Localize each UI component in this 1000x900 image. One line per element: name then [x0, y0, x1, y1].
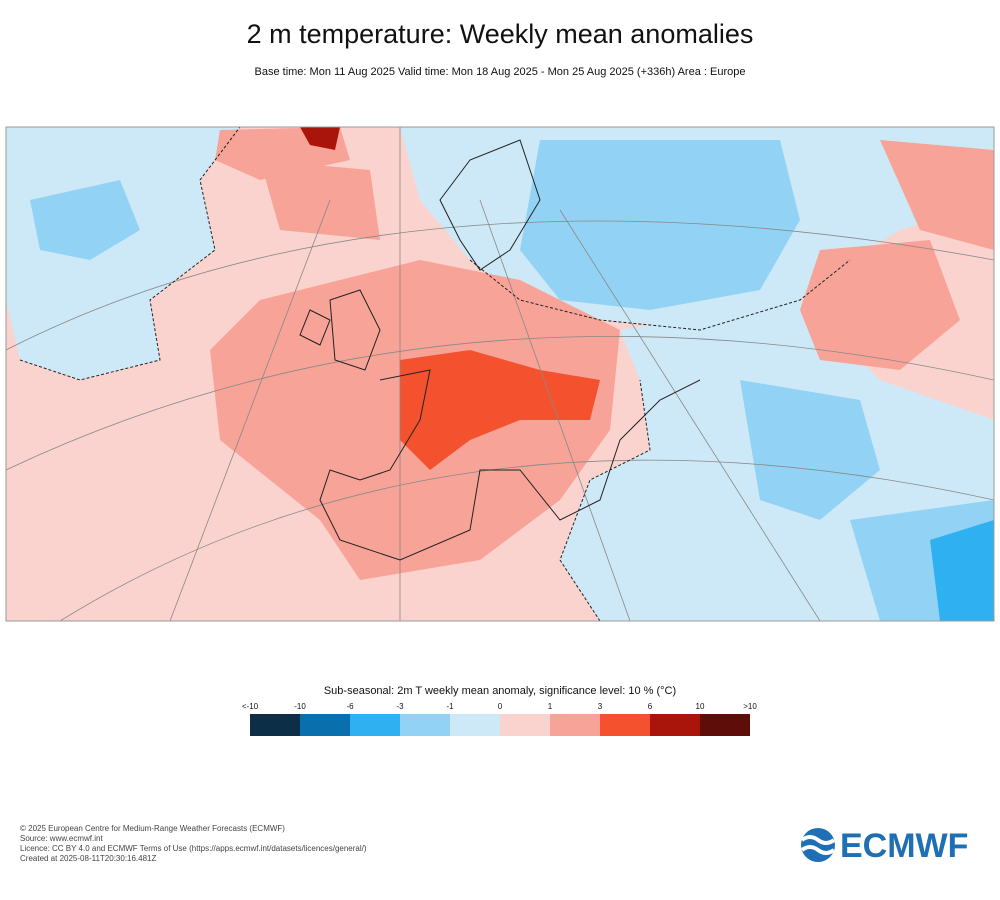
colorbar-box — [450, 714, 500, 736]
significance-contour — [19, 127, 851, 621]
warm-region — [260, 160, 380, 240]
cold-region — [740, 380, 880, 520]
footer-line: Licence: CC BY 4.0 and ECMWF Terms of Us… — [20, 844, 367, 853]
logo-text: ECMWF — [840, 827, 968, 865]
cold-region — [6, 127, 240, 380]
colorbar-box — [700, 714, 750, 736]
colorbar-box — [600, 714, 650, 736]
colorbar-label: 6 — [648, 702, 653, 711]
footer-line: © 2025 European Centre for Medium-Range … — [20, 824, 285, 833]
hot-region — [300, 127, 340, 150]
subtitle: Base time: Mon 11 Aug 2025 Valid time: M… — [255, 66, 746, 78]
colorbar-label: 3 — [598, 702, 603, 711]
colorbar-label: 1 — [548, 702, 553, 711]
colorbar-label: -3 — [396, 702, 404, 711]
hot-region — [400, 350, 600, 470]
warm-region — [880, 140, 994, 250]
coastline — [299, 139, 701, 561]
colorbar-box — [300, 714, 350, 736]
colorbar-label: -1 — [446, 702, 454, 711]
cold-region — [30, 180, 140, 260]
title: 2 m temperature: Weekly mean anomalies — [247, 19, 754, 49]
logo-waves — [800, 835, 836, 855]
cold-region — [520, 140, 800, 310]
colorbar-box — [400, 714, 450, 736]
colorbar-label: <-10 — [242, 702, 259, 711]
colorbar: <-10 -10 -6 -3 -1 0 1 3 6 10 >10 — [242, 702, 757, 736]
map — [5, 126, 995, 622]
logo-icon — [801, 828, 835, 862]
legend-title: Sub-seasonal: 2m T weekly mean anomaly, … — [324, 685, 676, 697]
footer-line: Source: www.ecmwf.int — [20, 834, 103, 843]
colorbar-box — [650, 714, 700, 736]
colorbar-box — [500, 714, 550, 736]
mild-region — [6, 430, 260, 621]
colorbar-label: >10 — [743, 702, 757, 711]
colorbar-box — [550, 714, 600, 736]
map-frame — [5, 126, 995, 622]
colorbar-label: 10 — [696, 702, 705, 711]
colorbar-label: -6 — [346, 702, 354, 711]
footer: © 2025 European Centre for Medium-Range … — [20, 824, 367, 863]
colorbar-box — [250, 714, 300, 736]
footer-line: Created at 2025-08-11T20:30:16.481Z — [20, 854, 157, 863]
graticule — [6, 127, 994, 621]
cold-region — [930, 520, 994, 621]
logo: ECMWF — [800, 827, 968, 865]
colorbar-label: -10 — [294, 702, 306, 711]
colorbar-box — [350, 714, 400, 736]
colorbar-label: 0 — [498, 702, 503, 711]
warm-region — [800, 240, 960, 370]
